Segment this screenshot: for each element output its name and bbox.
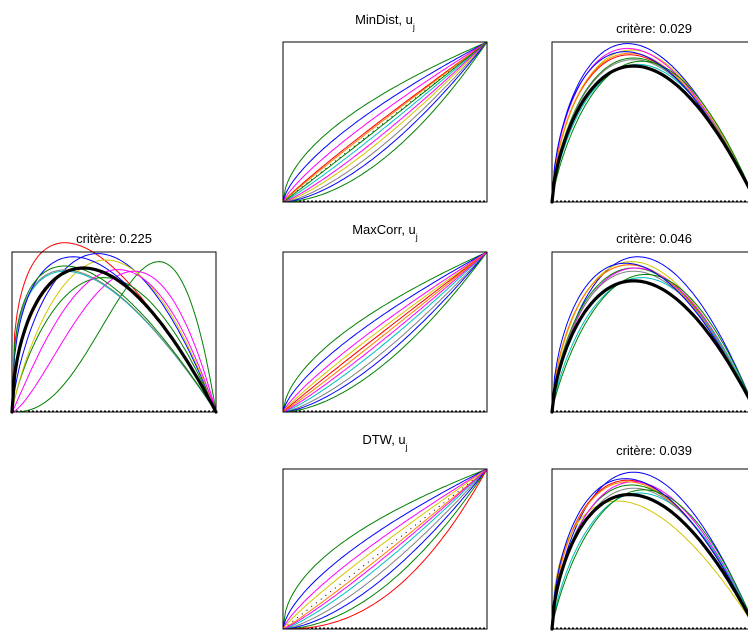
series-line-2 bbox=[282, 251, 488, 413]
series-line-3 bbox=[282, 41, 488, 203]
series-line-7 bbox=[282, 41, 488, 203]
series-line-9 bbox=[551, 273, 748, 413]
series-line-1 bbox=[282, 251, 488, 413]
series-line-1 bbox=[282, 468, 488, 630]
series-line-1 bbox=[551, 471, 748, 630]
series-line-4 bbox=[282, 251, 488, 413]
series-line-2 bbox=[282, 468, 488, 630]
mean-curve bbox=[550, 279, 748, 414]
series-line-7 bbox=[551, 264, 748, 413]
series-line-5 bbox=[282, 468, 488, 630]
mean-curve bbox=[550, 493, 748, 631]
series-line-4 bbox=[551, 49, 748, 203]
panel-dtw-aligned: critère: 0.039 bbox=[550, 443, 748, 631]
panel-title: critère: 0.225 bbox=[76, 231, 152, 246]
series-line-11 bbox=[282, 468, 488, 630]
series-line-8 bbox=[282, 251, 488, 413]
panel-original: critère: 0.225 bbox=[10, 231, 218, 414]
series-line-2 bbox=[551, 479, 748, 630]
series-line-3 bbox=[282, 251, 488, 413]
axes-frame bbox=[282, 251, 488, 413]
plot-area bbox=[550, 256, 748, 414]
plot-area bbox=[282, 468, 488, 630]
series-line-1 bbox=[551, 256, 748, 413]
axes-frame bbox=[551, 468, 748, 630]
series-line-10 bbox=[11, 256, 217, 413]
axes-frame bbox=[282, 468, 488, 630]
panel-title: critère: 0.029 bbox=[616, 21, 692, 36]
panel-mindist-aligned: critère: 0.029 bbox=[550, 21, 748, 204]
series-line-7 bbox=[551, 481, 748, 630]
series-line-5 bbox=[551, 481, 748, 630]
series-line-2 bbox=[282, 41, 488, 203]
series-line-4 bbox=[551, 500, 748, 630]
series-line-8 bbox=[282, 41, 488, 203]
series-line-4 bbox=[282, 41, 488, 203]
series-line-8 bbox=[282, 468, 488, 630]
series-line-4 bbox=[282, 468, 488, 630]
series-line-10 bbox=[551, 478, 748, 630]
axes-frame bbox=[551, 251, 748, 413]
series-line-11 bbox=[11, 265, 217, 413]
series-line-2 bbox=[551, 264, 748, 413]
series-line-6 bbox=[282, 468, 488, 630]
panel-dtw-warp: DTW, uj bbox=[282, 432, 488, 630]
series-line-11 bbox=[282, 41, 488, 203]
series-line-7 bbox=[282, 251, 488, 413]
panel-title-main: MaxCorr, u bbox=[352, 222, 416, 237]
plot-area bbox=[550, 43, 748, 204]
series-line-12 bbox=[11, 269, 217, 413]
series-line-9 bbox=[282, 251, 488, 413]
series-line-5 bbox=[282, 41, 488, 203]
series-line-2 bbox=[11, 253, 217, 413]
series-line-1 bbox=[282, 41, 488, 203]
plot-area bbox=[282, 251, 488, 413]
series-line-6 bbox=[551, 492, 748, 630]
series-line-9 bbox=[282, 41, 488, 203]
series-line-10 bbox=[551, 262, 748, 413]
series-line-8 bbox=[551, 270, 748, 413]
series-line-10 bbox=[282, 251, 488, 413]
series-line-10 bbox=[282, 468, 488, 630]
series-line-9 bbox=[551, 60, 748, 203]
panel-title-main: DTW, u bbox=[362, 432, 405, 447]
series-line-5 bbox=[11, 259, 217, 413]
panel-title-main: MinDist, u bbox=[355, 12, 413, 27]
series-line-6 bbox=[551, 277, 748, 413]
series-line-9 bbox=[282, 468, 488, 630]
panel-title: critère: 0.039 bbox=[616, 443, 692, 458]
series-line-9 bbox=[551, 489, 748, 630]
panel-mindist-warp: MinDist, uj bbox=[282, 12, 488, 203]
series-line-3 bbox=[282, 468, 488, 630]
series-line-6 bbox=[282, 41, 488, 203]
panel-title: MaxCorr, uj bbox=[352, 222, 418, 242]
identity-diagonal bbox=[282, 468, 488, 630]
plot-area bbox=[282, 41, 488, 203]
mean-curve bbox=[10, 266, 218, 414]
plot-area bbox=[10, 242, 218, 414]
panel-title: MinDist, uj bbox=[355, 12, 415, 32]
series-line-7 bbox=[282, 468, 488, 630]
series-line-12 bbox=[282, 41, 488, 203]
series-line-5 bbox=[282, 251, 488, 413]
axes-frame bbox=[11, 251, 217, 413]
series-line-5 bbox=[551, 47, 748, 203]
panel-title-subscript: j bbox=[415, 232, 418, 242]
panel-title-subscript: j bbox=[412, 22, 415, 32]
plot-area bbox=[550, 471, 748, 631]
series-line-6 bbox=[282, 251, 488, 413]
mean-curve bbox=[550, 64, 748, 204]
panel-title: critère: 0.046 bbox=[616, 231, 692, 246]
series-line-3 bbox=[11, 261, 217, 413]
panel-maxcorr-warp: MaxCorr, uj bbox=[282, 222, 488, 413]
series-line-9 bbox=[11, 269, 217, 413]
axes-frame bbox=[282, 41, 488, 203]
series-line-10 bbox=[282, 41, 488, 203]
panel-title: DTW, uj bbox=[362, 432, 407, 452]
panel-maxcorr-aligned: critère: 0.046 bbox=[550, 231, 748, 414]
axes-frame bbox=[551, 41, 748, 203]
panel-title-subscript: j bbox=[405, 442, 408, 452]
series-line-11 bbox=[282, 251, 488, 413]
